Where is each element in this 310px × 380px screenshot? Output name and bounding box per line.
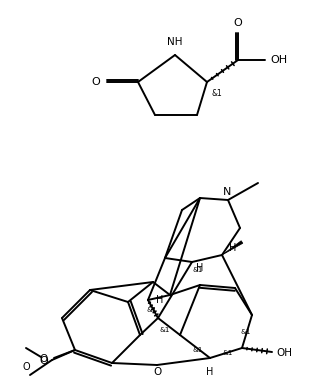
Text: O: O [40,356,48,366]
Text: O: O [92,77,100,87]
Text: &1: &1 [193,347,203,353]
Text: OH: OH [276,348,292,358]
Polygon shape [222,241,243,255]
Text: H: H [156,295,164,305]
Text: N: N [223,187,231,197]
Text: NH: NH [167,37,183,47]
Text: &1: &1 [147,307,157,313]
Text: H: H [229,243,237,253]
Text: &1: &1 [223,350,233,356]
Text: H: H [206,367,214,377]
Text: &1: &1 [241,329,251,335]
Text: O: O [22,362,30,372]
Text: O: O [234,18,242,28]
Text: O: O [153,367,161,377]
Text: H: H [196,263,204,273]
Text: O: O [40,354,48,364]
Text: &1: &1 [160,327,170,333]
Text: &1: &1 [212,90,222,98]
Text: &1: &1 [193,267,203,273]
Text: OH: OH [270,55,288,65]
